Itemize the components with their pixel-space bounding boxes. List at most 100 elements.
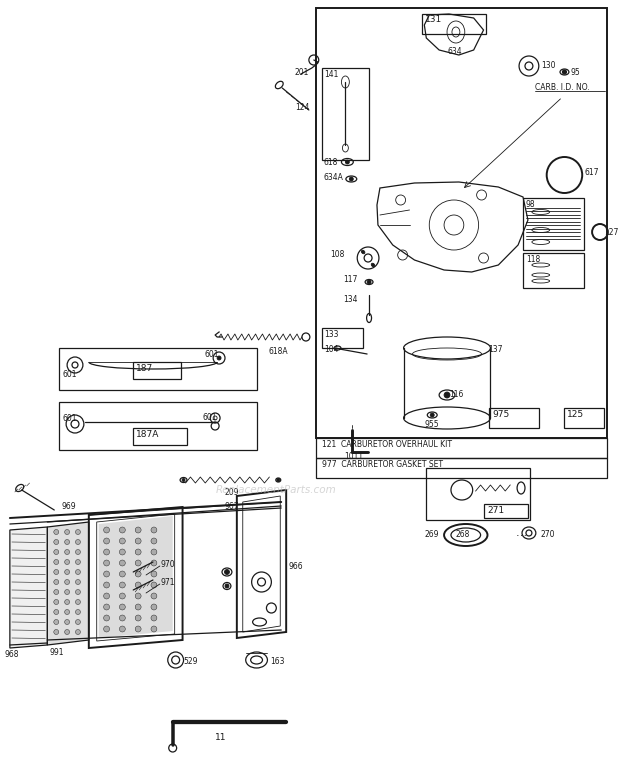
- Bar: [133, 428, 187, 445]
- Circle shape: [120, 527, 125, 533]
- Text: 617: 617: [584, 168, 599, 177]
- Text: 955: 955: [424, 420, 439, 429]
- Circle shape: [135, 538, 141, 544]
- Text: 618: 618: [324, 158, 338, 167]
- Text: 977  CARBURETOR GASKET SET: 977 CARBURETOR GASKET SET: [322, 460, 443, 469]
- Ellipse shape: [361, 251, 365, 254]
- Text: 134: 134: [343, 295, 358, 304]
- Text: 975: 975: [492, 410, 510, 419]
- Bar: [133, 362, 180, 379]
- Text: 971: 971: [161, 578, 175, 587]
- Circle shape: [64, 619, 69, 625]
- Circle shape: [54, 569, 59, 575]
- Polygon shape: [47, 522, 89, 645]
- Circle shape: [151, 615, 157, 621]
- Circle shape: [64, 529, 69, 535]
- Circle shape: [120, 560, 125, 566]
- Text: 618A: 618A: [268, 347, 288, 356]
- Text: …: …: [515, 528, 526, 538]
- Polygon shape: [99, 516, 173, 638]
- Text: 966: 966: [288, 562, 303, 571]
- Bar: [422, 14, 487, 34]
- Text: 634A: 634A: [324, 173, 343, 182]
- Circle shape: [217, 356, 221, 360]
- Circle shape: [76, 600, 81, 604]
- Circle shape: [120, 604, 125, 610]
- Bar: [59, 402, 257, 450]
- Circle shape: [120, 538, 125, 544]
- Text: 137: 137: [489, 345, 503, 354]
- Circle shape: [64, 600, 69, 604]
- Circle shape: [54, 630, 59, 634]
- Bar: [59, 348, 257, 390]
- Circle shape: [120, 615, 125, 621]
- Circle shape: [135, 527, 141, 533]
- Text: 104: 104: [325, 345, 339, 354]
- Polygon shape: [10, 527, 47, 648]
- Text: 970: 970: [161, 560, 175, 569]
- Text: 634: 634: [447, 47, 462, 56]
- Bar: [564, 408, 604, 428]
- Circle shape: [76, 569, 81, 575]
- Bar: [523, 253, 584, 288]
- Circle shape: [76, 619, 81, 625]
- Circle shape: [64, 579, 69, 584]
- Bar: [316, 8, 607, 438]
- Text: 117: 117: [343, 275, 358, 284]
- Circle shape: [151, 582, 157, 588]
- Text: 601: 601: [204, 350, 219, 359]
- Text: 108: 108: [330, 250, 345, 259]
- Text: 187A: 187A: [136, 430, 159, 439]
- Circle shape: [224, 569, 229, 575]
- Circle shape: [151, 527, 157, 533]
- Bar: [489, 408, 539, 428]
- Circle shape: [54, 529, 59, 535]
- Circle shape: [104, 604, 110, 610]
- Circle shape: [135, 604, 141, 610]
- Text: 98: 98: [526, 200, 536, 209]
- Circle shape: [76, 560, 81, 565]
- Circle shape: [135, 560, 141, 566]
- Circle shape: [54, 579, 59, 584]
- Text: 601: 601: [62, 414, 77, 423]
- Circle shape: [54, 539, 59, 544]
- Text: 268: 268: [456, 530, 471, 539]
- Circle shape: [76, 529, 81, 535]
- Circle shape: [135, 549, 141, 555]
- Circle shape: [151, 626, 157, 632]
- Circle shape: [104, 615, 110, 621]
- Circle shape: [444, 392, 450, 398]
- Circle shape: [151, 604, 157, 610]
- Bar: [316, 458, 607, 478]
- Circle shape: [120, 582, 125, 588]
- Circle shape: [64, 630, 69, 634]
- Bar: [427, 468, 530, 520]
- Text: CARB. I.D. NO.: CARB. I.D. NO.: [535, 83, 590, 92]
- Circle shape: [182, 478, 185, 482]
- Circle shape: [430, 413, 434, 417]
- Circle shape: [151, 571, 157, 577]
- Circle shape: [76, 630, 81, 634]
- Circle shape: [104, 582, 110, 588]
- Text: 967: 967: [225, 502, 239, 511]
- Circle shape: [349, 177, 353, 181]
- Circle shape: [104, 560, 110, 566]
- Text: 991: 991: [50, 648, 64, 657]
- Text: 124: 124: [295, 103, 309, 112]
- Circle shape: [64, 550, 69, 554]
- Circle shape: [151, 538, 157, 544]
- Circle shape: [64, 539, 69, 544]
- Text: 121  CARBURETOR OVERHAUL KIT: 121 CARBURETOR OVERHAUL KIT: [322, 440, 452, 449]
- Text: 601: 601: [62, 370, 77, 379]
- Circle shape: [120, 549, 125, 555]
- Circle shape: [151, 560, 157, 566]
- Circle shape: [151, 549, 157, 555]
- Circle shape: [345, 160, 349, 164]
- Ellipse shape: [371, 263, 374, 267]
- Circle shape: [64, 569, 69, 575]
- Bar: [484, 504, 528, 518]
- Text: 125: 125: [567, 410, 585, 419]
- Circle shape: [64, 560, 69, 565]
- Circle shape: [135, 615, 141, 621]
- Text: 141: 141: [325, 70, 339, 79]
